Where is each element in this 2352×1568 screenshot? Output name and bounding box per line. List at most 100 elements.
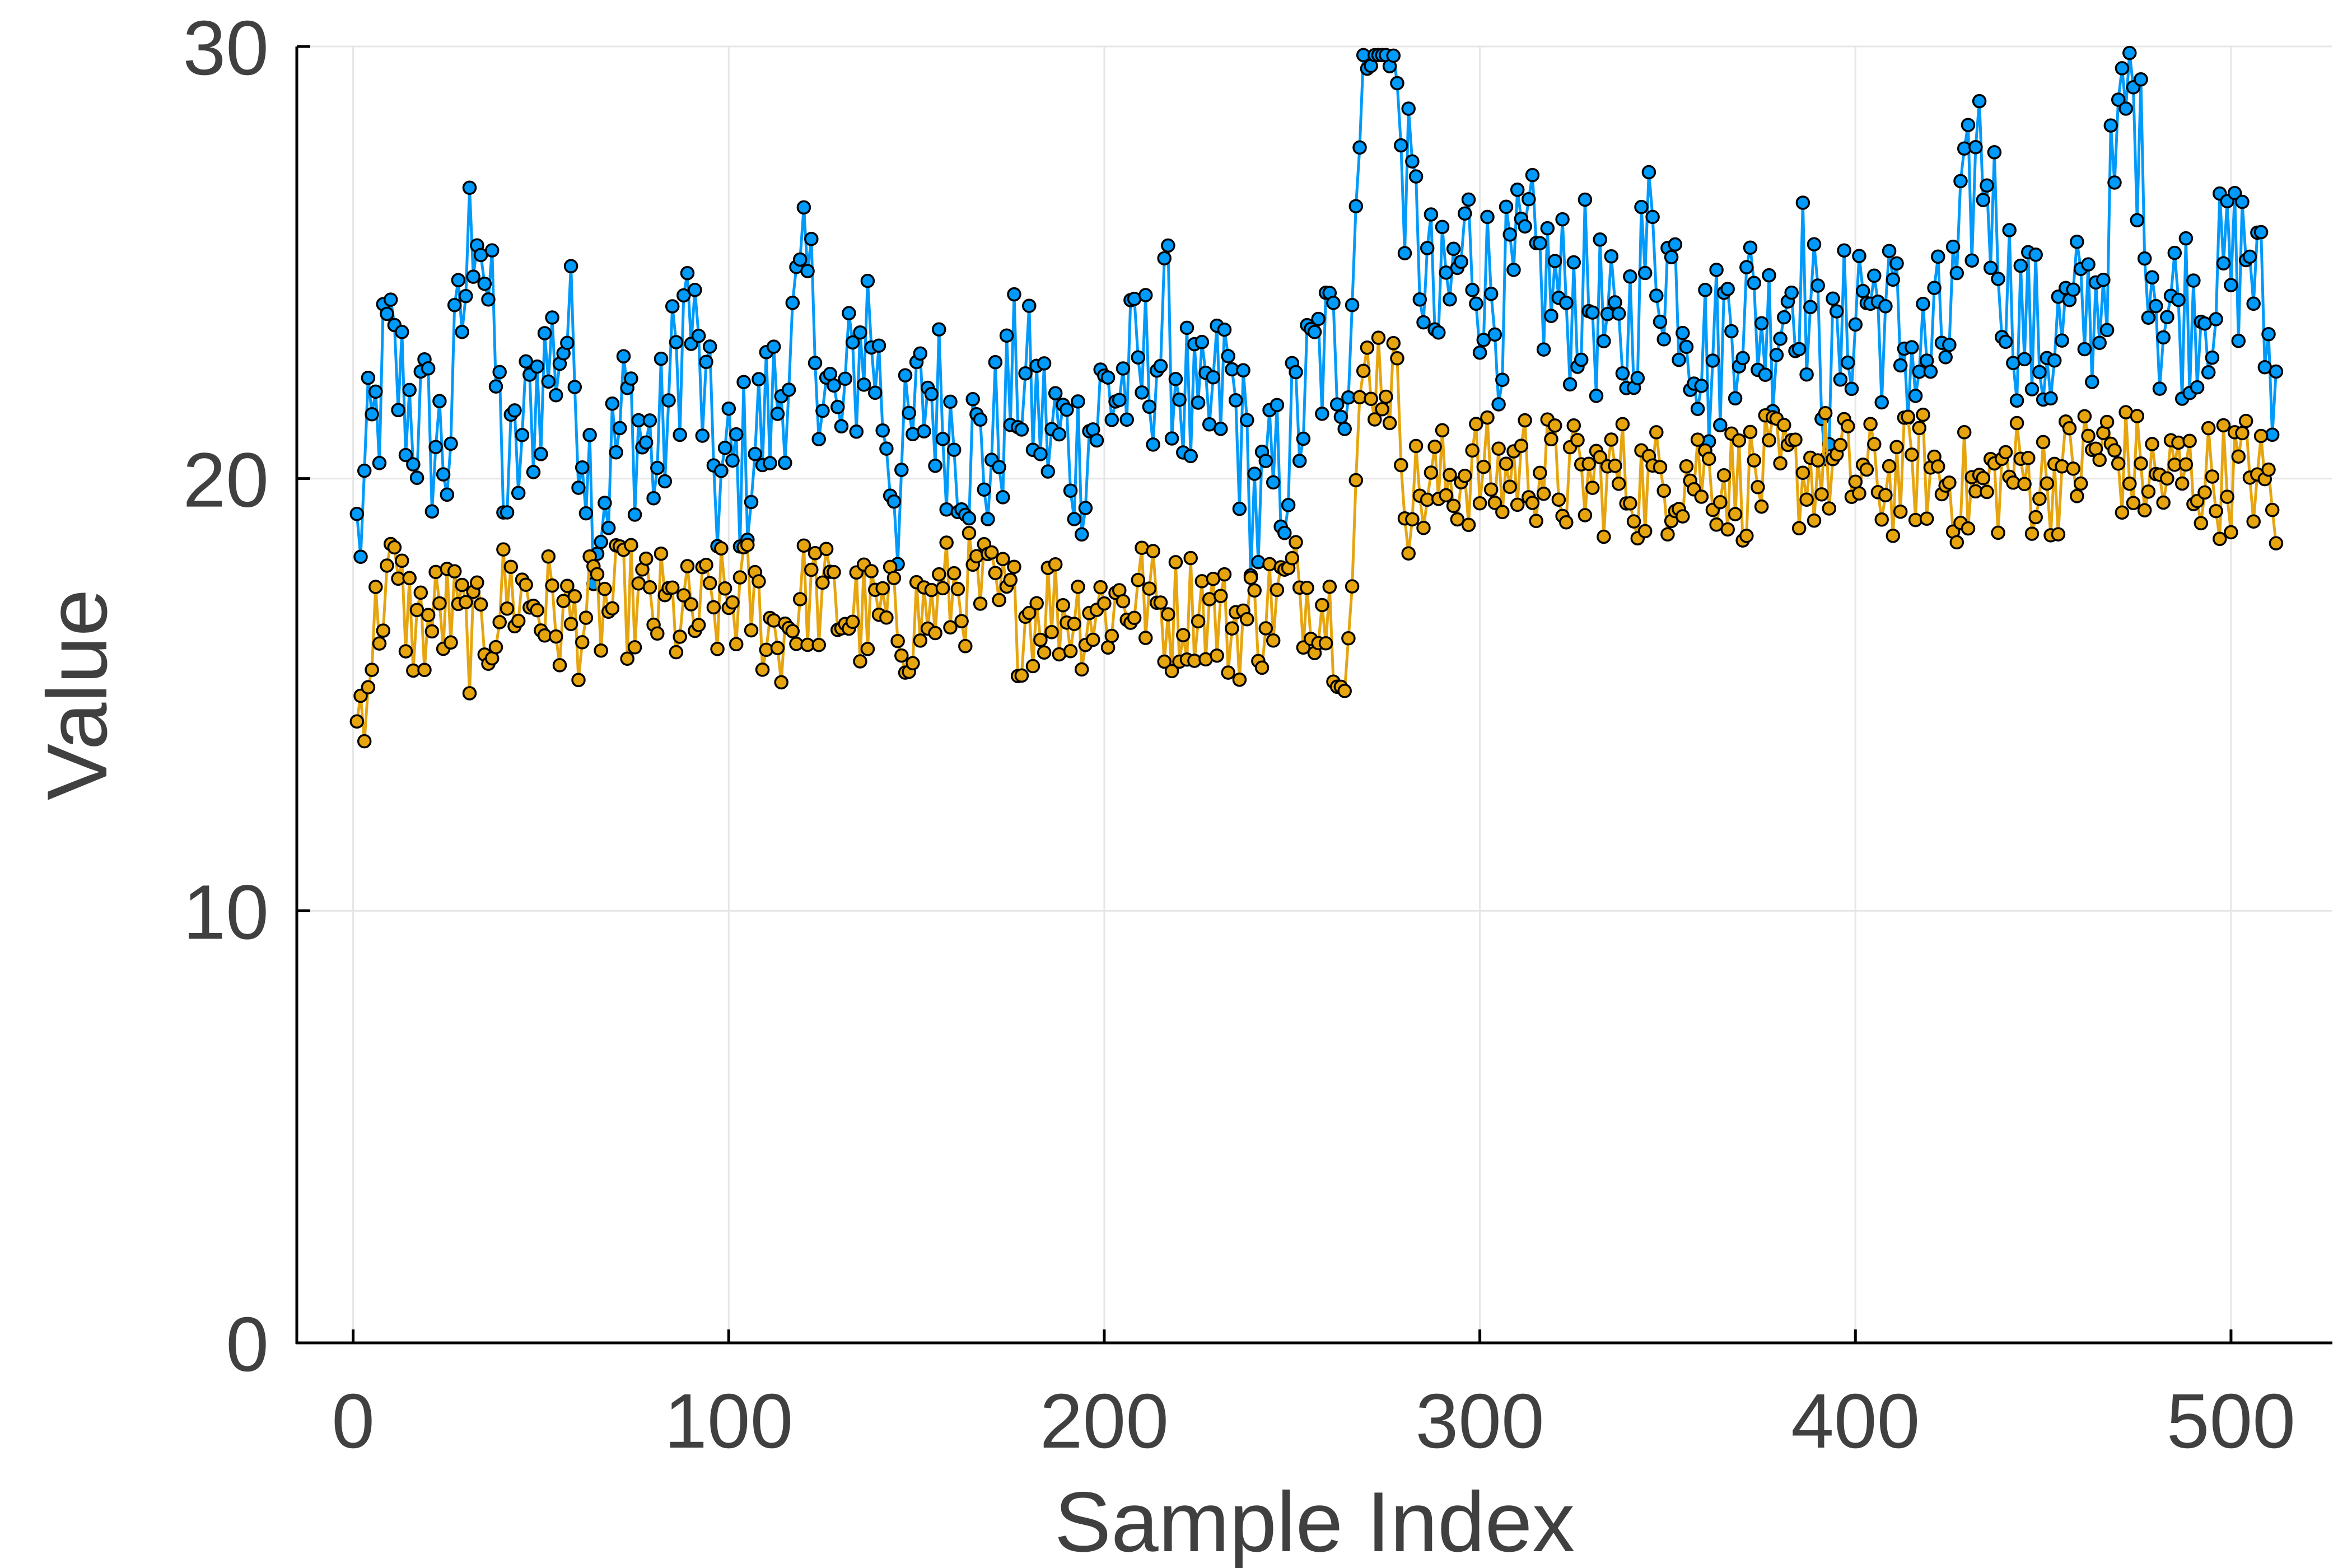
data-point: [680, 265, 695, 281]
data-point: [702, 339, 717, 354]
data-point: [969, 549, 984, 564]
data-point: [1841, 419, 1855, 433]
data-point: [1953, 174, 1968, 189]
data-point: [1694, 379, 1709, 393]
data-point: [725, 453, 740, 468]
data-point: [1408, 169, 1424, 184]
data-point: [996, 490, 1010, 505]
data-point: [2077, 342, 2092, 357]
data-point: [2235, 194, 2250, 209]
data-point: [650, 626, 665, 641]
data-point: [492, 615, 507, 629]
data-point: [1307, 325, 1322, 339]
data-point: [462, 686, 477, 701]
data-point: [1611, 306, 1626, 321]
data-point: [699, 557, 713, 572]
data-point: [1164, 431, 1179, 446]
data-point: [477, 276, 492, 291]
data-point: [1127, 610, 1142, 626]
data-point: [571, 480, 586, 495]
data-point: [1352, 140, 1367, 155]
data-point: [1867, 437, 1882, 451]
data-point: [582, 428, 597, 442]
data-point: [1660, 527, 1675, 542]
data-point: [1637, 524, 1653, 539]
data-point: [1728, 391, 1743, 406]
data-point: [1893, 358, 1908, 373]
series-1: [349, 45, 2284, 591]
data-point: [2205, 469, 2220, 484]
data-point: [376, 623, 391, 638]
data-point: [1656, 332, 1671, 347]
data-point: [2009, 393, 2024, 408]
data-point: [984, 545, 999, 560]
data-point: [1649, 288, 1664, 303]
data-point: [669, 645, 684, 660]
data-point: [1724, 324, 1739, 339]
data-point: [1863, 417, 1878, 431]
data-point: [2036, 435, 2051, 450]
data-point: [2261, 462, 2276, 477]
data-point: [1067, 617, 1082, 631]
data-point: [2137, 251, 2152, 266]
data-point: [2216, 418, 2231, 433]
data-point: [830, 400, 845, 414]
data-point: [1502, 479, 1517, 494]
data-point: [1458, 206, 1472, 221]
data-point: [1991, 525, 2005, 540]
data-point: [1949, 535, 1964, 550]
data-point: [1247, 466, 1262, 481]
data-point: [2103, 118, 2118, 133]
x-tick-label: 400: [1791, 1378, 1920, 1464]
data-point: [2145, 270, 2159, 285]
data-point: [1747, 276, 1761, 291]
data-point: [534, 447, 548, 461]
data-point: [1258, 454, 1273, 468]
data-point: [380, 306, 394, 321]
data-point: [1322, 579, 1337, 594]
data-point: [1446, 498, 1461, 514]
data-point: [1443, 468, 1457, 482]
data-point: [365, 407, 379, 422]
data-point: [2055, 459, 2069, 474]
data-point: [1833, 437, 1848, 452]
data-point: [2085, 375, 2099, 389]
data-point: [2156, 495, 2171, 510]
data-point: [823, 367, 838, 381]
data-point: [1769, 348, 1784, 362]
data-point: [541, 549, 556, 564]
data-point: [2213, 531, 2227, 547]
data-point: [1916, 296, 1930, 311]
data-point: [500, 505, 515, 520]
data-point: [1938, 350, 1953, 365]
data-point: [2186, 273, 2201, 288]
data-point: [1630, 371, 1645, 385]
data-point: [387, 540, 402, 555]
data-point: [1071, 580, 1085, 594]
data-point: [1104, 413, 1119, 427]
data-point: [2092, 452, 2107, 467]
data-point: [1243, 570, 1258, 585]
data-point: [792, 252, 808, 267]
data-point: [1214, 589, 1228, 603]
data-point: [2253, 225, 2269, 240]
data-point: [845, 614, 860, 629]
data-point: [879, 610, 894, 625]
data-point: [1570, 433, 1585, 447]
data-point: [1791, 342, 1807, 357]
data-point: [1168, 555, 1183, 570]
data-point: [1901, 409, 1915, 424]
data-point: [2062, 421, 2077, 436]
data-point: [409, 603, 424, 617]
data-point: [1942, 475, 1957, 490]
data-point: [691, 328, 706, 343]
data-point: [1100, 640, 1116, 655]
axes: [295, 45, 2332, 1345]
data-point: [1337, 684, 1352, 698]
data-point: [962, 511, 977, 526]
data-point: [1829, 304, 1844, 319]
data-point: [710, 642, 725, 656]
data-point: [714, 541, 729, 556]
data-point: [1063, 643, 1078, 659]
